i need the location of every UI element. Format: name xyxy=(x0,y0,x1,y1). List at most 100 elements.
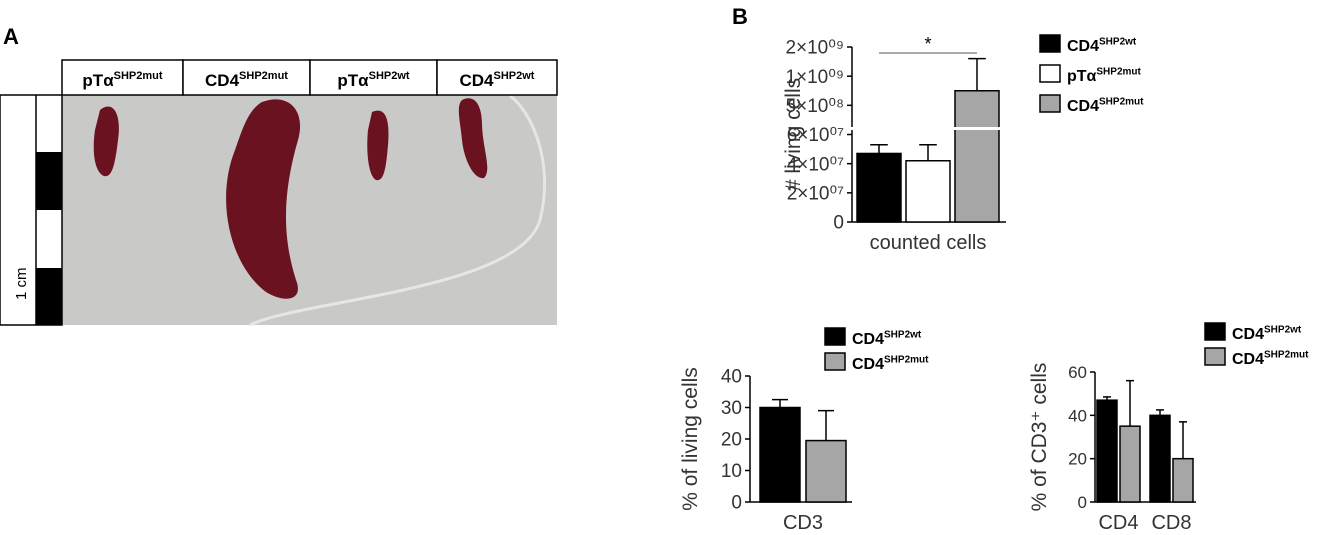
y-tick-label: 20 xyxy=(721,430,742,451)
label: CD4SHP2mut xyxy=(205,70,288,90)
bar xyxy=(1172,457,1194,503)
y-tick-label: 1×10⁰⁹ xyxy=(785,67,844,88)
x-tick-label: CD4 xyxy=(1098,512,1138,534)
bar xyxy=(1119,425,1141,503)
y-tick-label: 6×10⁰⁷ xyxy=(787,125,844,146)
error-bar xyxy=(968,57,986,91)
legend-swatch xyxy=(1039,64,1061,83)
photo-background xyxy=(62,95,557,325)
label-superscript: SHP2mut xyxy=(1264,350,1309,361)
label: pTαSHP2wt xyxy=(337,70,410,90)
label: CD4SHP2mut xyxy=(1232,350,1309,368)
column-header-cell xyxy=(61,59,184,96)
label-base: CD4 xyxy=(852,356,884,373)
label: CD4SHP2mut xyxy=(852,355,929,373)
y-tick-label: 30 xyxy=(721,398,742,419)
label-base: pTα xyxy=(82,71,114,90)
y-tick-label: 40 xyxy=(1068,406,1087,425)
error-bar xyxy=(1103,396,1111,401)
bar xyxy=(856,152,902,223)
label-superscript: SHP2mut xyxy=(239,70,288,82)
significance-label: * xyxy=(924,34,931,54)
label-base: CD4 xyxy=(205,71,240,90)
bar xyxy=(759,406,801,503)
legend-swatch xyxy=(1204,322,1226,341)
label: CD4SHP2wt xyxy=(852,330,922,348)
label-base: CD4 xyxy=(1067,98,1099,115)
y-axis-label: # living cells xyxy=(782,78,805,191)
x-tick-label: CD3 xyxy=(783,512,823,534)
label-base: CD4 xyxy=(1232,326,1264,343)
label: pTαSHP2mut xyxy=(82,70,162,90)
panel-label: B xyxy=(732,4,748,29)
y-axis-label: % of CD3⁺ cells xyxy=(1028,363,1051,512)
bar xyxy=(954,90,1000,223)
y-tick-label: 10 xyxy=(721,461,742,482)
y-tick-label: 0 xyxy=(833,213,844,234)
label: CD4SHP2wt xyxy=(1232,325,1302,343)
ruler-segment xyxy=(36,268,62,325)
label-base: CD4 xyxy=(1067,38,1099,55)
error-bar xyxy=(1126,379,1134,427)
legend-swatch xyxy=(1204,347,1226,366)
y-tick-label: 20 xyxy=(1068,450,1087,469)
bar xyxy=(905,160,951,223)
legend-swatch xyxy=(1039,94,1061,113)
label-superscript: SHP2mut xyxy=(1099,97,1144,108)
column-headers: pTαSHP2mut CD4SHP2mut pTαSHP2wt CD4SHP2wt xyxy=(61,59,558,96)
y-axis-label: % of living cells xyxy=(679,367,702,511)
scale-label: 1 cm xyxy=(13,267,30,300)
label-base: CD4 xyxy=(1232,351,1264,368)
legend-swatch xyxy=(824,327,846,346)
label-base: pTα xyxy=(337,71,369,90)
column-header-cell xyxy=(436,59,558,96)
y-tick-label: 0 xyxy=(731,493,742,514)
y-tick-label: 4×10⁰⁷ xyxy=(787,154,844,175)
x-tick-label: counted cells xyxy=(870,232,987,254)
y-tick-label: 2×10⁰⁹ xyxy=(785,38,844,59)
label-superscript: SHP2wt xyxy=(494,70,535,82)
label-base: CD4 xyxy=(852,331,884,348)
error-bar xyxy=(870,143,888,154)
column-header-cell xyxy=(182,59,311,96)
x-tick-label: CD8 xyxy=(1151,512,1191,534)
bar xyxy=(1149,414,1171,503)
label: pTαSHP2mut xyxy=(1067,67,1142,85)
bar xyxy=(805,439,847,503)
legend-swatch xyxy=(1039,34,1061,53)
label-superscript: SHP2wt xyxy=(884,330,922,341)
label: CD4SHP2wt xyxy=(1067,37,1137,55)
error-bar xyxy=(1156,409,1164,416)
y-tick-label: 2×10⁰⁷ xyxy=(787,183,844,204)
error-bar xyxy=(919,143,937,161)
label-base: pTα xyxy=(1067,68,1097,85)
column-header-cell xyxy=(309,59,438,96)
photo: 1 cm xyxy=(0,94,557,327)
ruler-segment xyxy=(36,152,62,210)
label-superscript: SHP2mut xyxy=(114,70,163,82)
label-superscript: SHP2mut xyxy=(884,355,929,366)
organ xyxy=(226,99,301,299)
label-superscript: SHP2mut xyxy=(1096,67,1141,78)
label-superscript: SHP2wt xyxy=(1099,37,1137,48)
bar xyxy=(1096,399,1118,503)
y-tick-label: 60 xyxy=(1068,363,1087,382)
petri-dish xyxy=(249,94,546,327)
organ xyxy=(458,98,488,179)
label-superscript: SHP2wt xyxy=(369,70,410,82)
error-bar xyxy=(1179,421,1187,459)
label: CD4SHP2wt xyxy=(460,70,535,90)
error-bar xyxy=(772,398,788,408)
label-base: CD4 xyxy=(460,71,495,90)
y-tick-label: 40 xyxy=(721,367,742,388)
panel-label: A xyxy=(3,24,19,49)
y-tick-label: 0 xyxy=(1078,493,1087,512)
organ xyxy=(93,106,119,177)
error-bar xyxy=(818,409,834,441)
label-superscript: SHP2wt xyxy=(1264,325,1302,336)
label: CD4SHP2mut xyxy=(1067,97,1144,115)
legend-swatch xyxy=(824,352,846,371)
organ xyxy=(367,110,389,181)
y-tick-label: 5×10⁰⁸ xyxy=(786,96,844,117)
